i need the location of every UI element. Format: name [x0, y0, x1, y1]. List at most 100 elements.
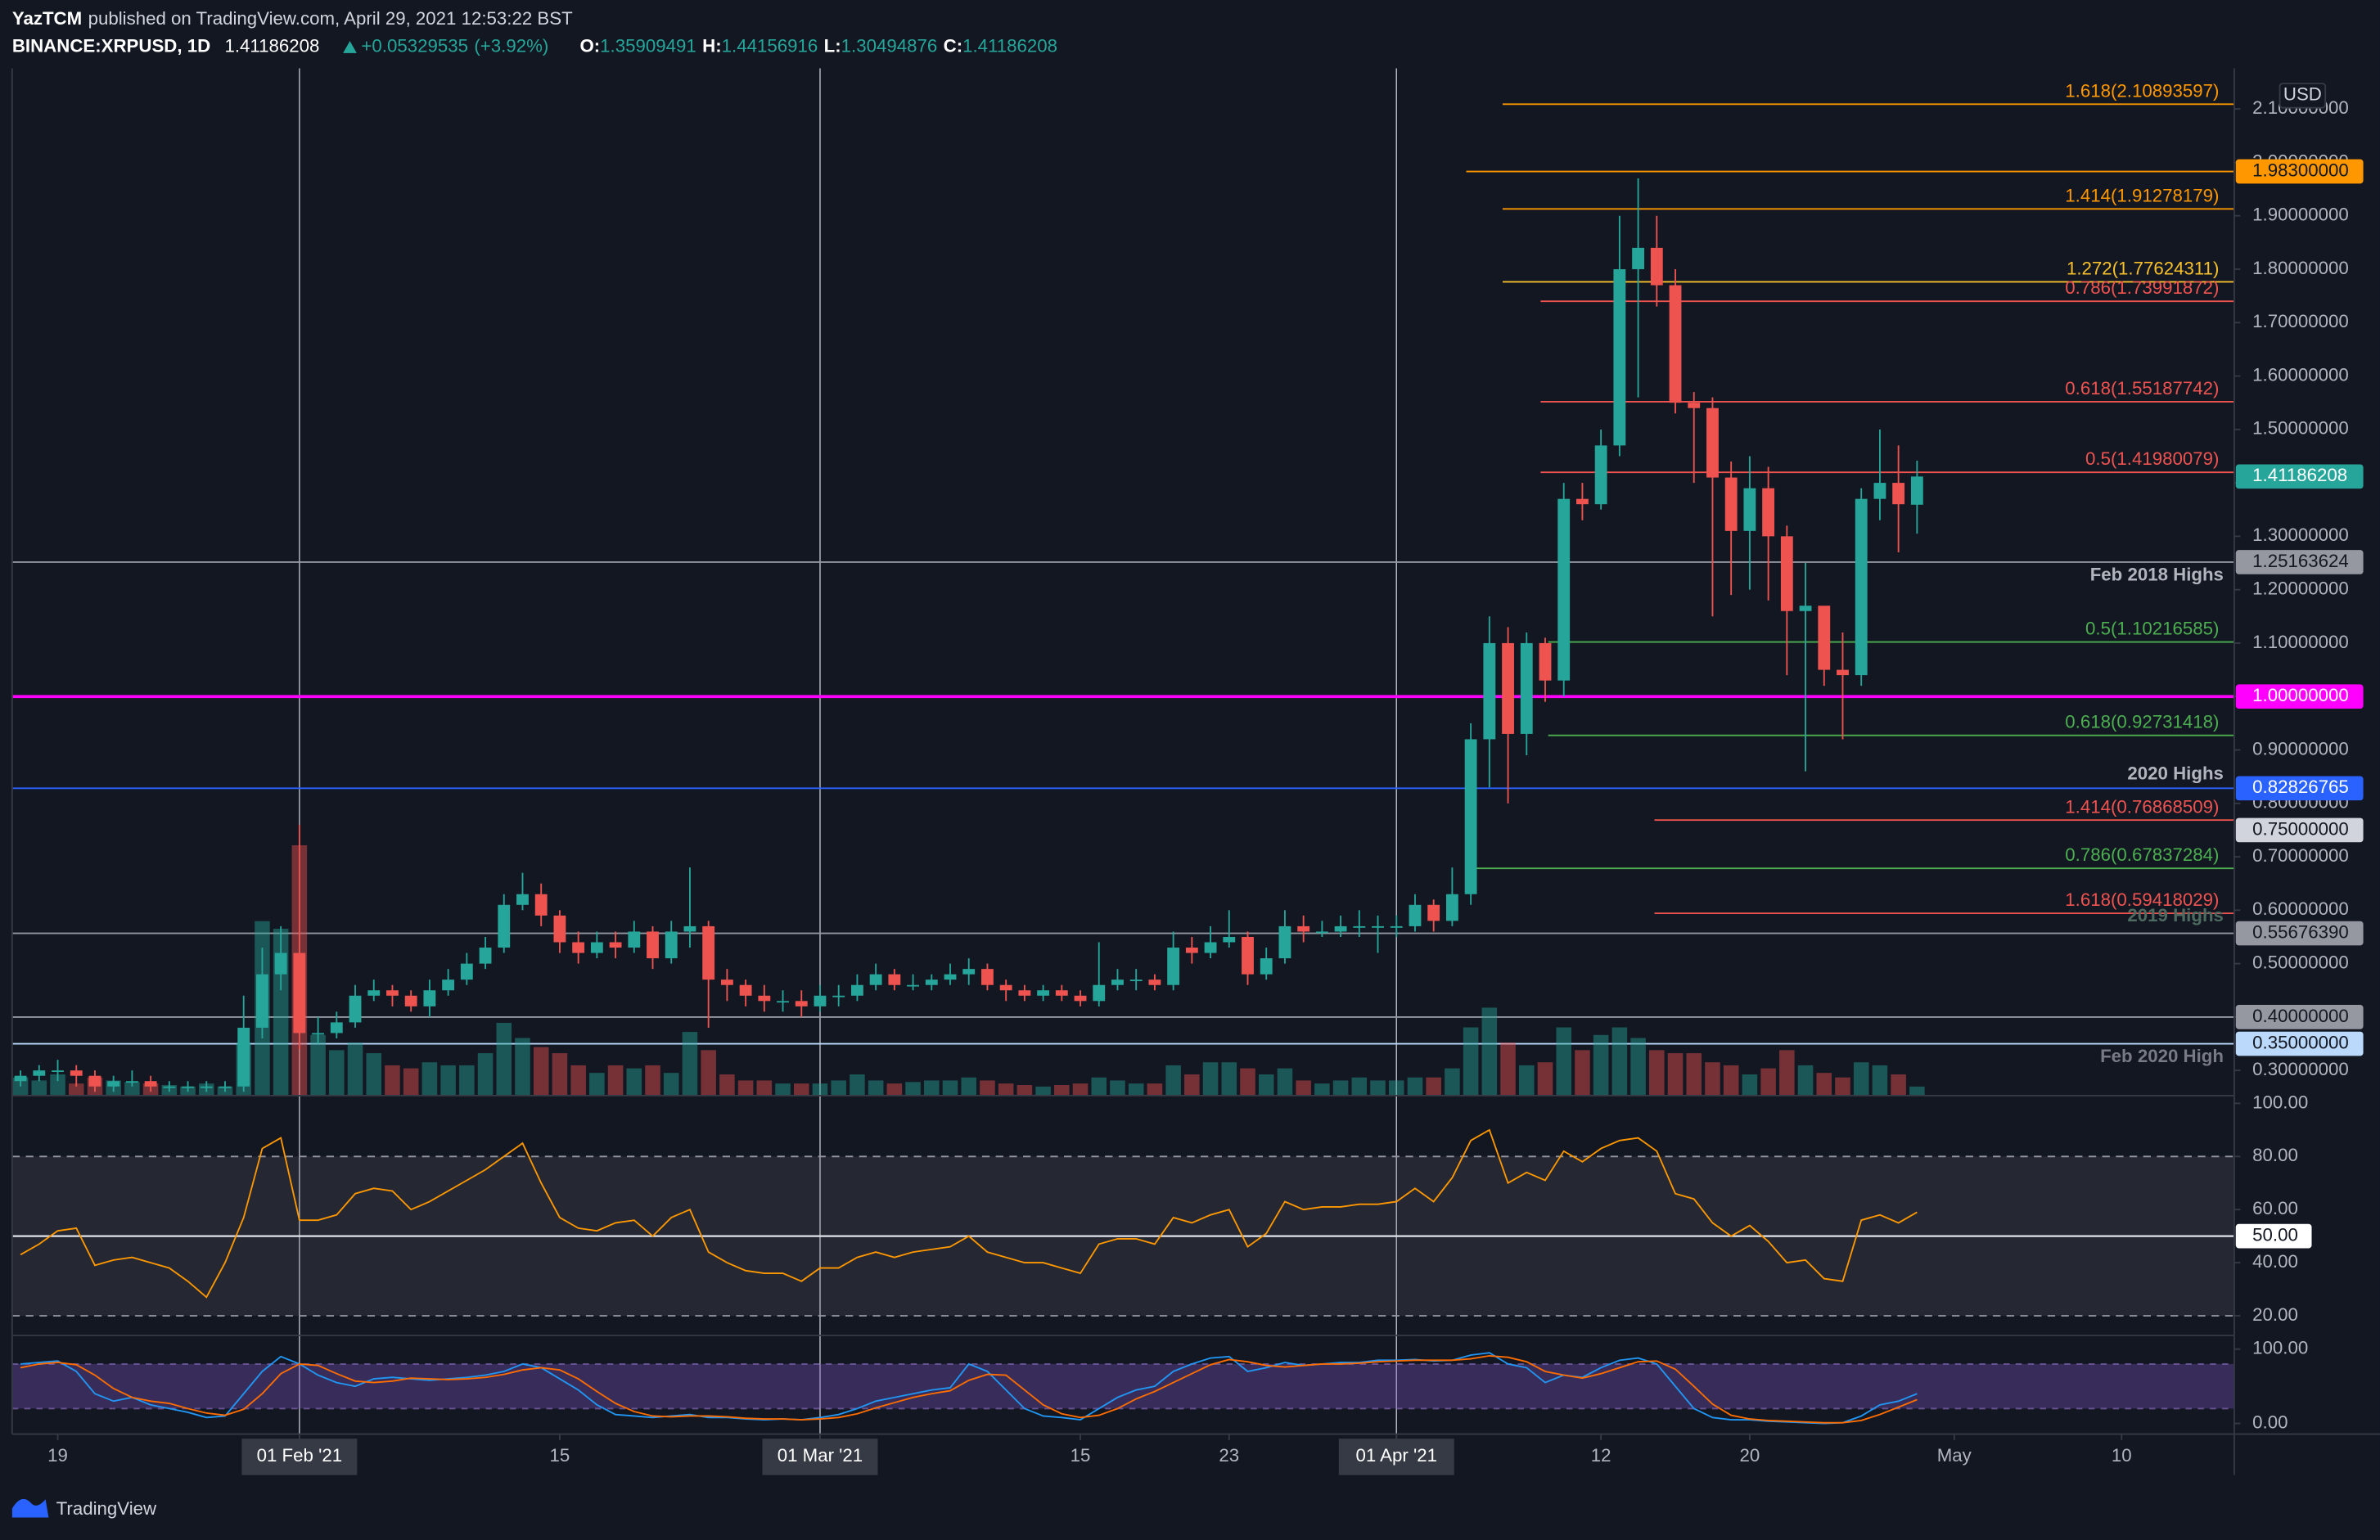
x-tick-label: 01 Feb '21 [257, 1445, 342, 1466]
y-tick-label: 1.60000000 [2252, 364, 2349, 385]
volume-bar [31, 1080, 47, 1096]
volume-bar [68, 1083, 84, 1096]
volume-bar [1797, 1065, 1814, 1096]
price-badge-label: 1.25163624 [2252, 551, 2349, 571]
y-tick-label: 1.80000000 [2252, 258, 2349, 278]
stoch-band [11, 1363, 2234, 1409]
volume-bar [905, 1082, 921, 1096]
candle-body [665, 931, 678, 959]
candle-body [1650, 247, 1663, 286]
volume-bar [793, 1083, 809, 1096]
candle-body [423, 990, 436, 1006]
candle-body [832, 995, 845, 997]
price-badge [2235, 550, 2364, 574]
volume-bar [385, 1065, 400, 1096]
y-tick-label: 1.50000000 [2252, 418, 2349, 439]
change-pct: (+3.92%) [474, 35, 548, 56]
volume-bar [607, 1065, 624, 1096]
line-caption: Feb 2020 High [2100, 1046, 2224, 1066]
volume-bar [1035, 1086, 1051, 1096]
volume-bar [12, 1077, 29, 1096]
candle-body [1576, 498, 1589, 505]
candle-body [1278, 925, 1291, 959]
candle-body [1390, 925, 1403, 928]
volume-bar [1872, 1065, 1888, 1096]
candle-body [814, 995, 827, 1006]
candle-body [219, 1086, 232, 1088]
rsi-line [20, 1128, 1918, 1299]
candle-body [1669, 285, 1682, 403]
volume-bar [515, 1038, 530, 1096]
volume-bar [1835, 1077, 1850, 1096]
candle-body [1613, 268, 1626, 446]
candle-body [720, 979, 733, 985]
volume-bar [701, 1050, 716, 1096]
line-caption: 2019 Highs [2127, 905, 2224, 925]
low-value: 1.30494876 [841, 35, 938, 56]
line-caption: 2020 Highs [2127, 763, 2224, 784]
volume-bar [421, 1062, 438, 1096]
brand: TradingView [56, 1498, 157, 1519]
y-tick-label: 0.70000000 [2252, 845, 2349, 866]
candle-body [1242, 936, 1254, 975]
close-value: 1.41186208 [962, 35, 1057, 56]
volume-bar [775, 1083, 791, 1096]
volume-bar [850, 1074, 865, 1096]
volume-bar [1891, 1074, 1906, 1096]
candle-body [125, 1081, 138, 1083]
volume-bar [124, 1082, 140, 1096]
y-tick-label: 0.90000000 [2252, 738, 2349, 759]
volume-bar [719, 1074, 735, 1096]
volume-bar [980, 1080, 995, 1096]
volume-bar [1593, 1034, 1609, 1096]
candle-body [70, 1070, 83, 1076]
change: +0.05329535 (+3.92%) [361, 35, 548, 56]
volume-bar [1147, 1083, 1163, 1096]
volume-bar [440, 1065, 456, 1096]
unit-box [2279, 83, 2327, 109]
volume-bar [1221, 1062, 1237, 1096]
volume-bar [1314, 1083, 1330, 1096]
volume-bar [1351, 1077, 1368, 1096]
candle-body [777, 1001, 789, 1003]
candle-body [1093, 984, 1106, 1002]
volume-bar [1649, 1050, 1665, 1096]
x-tick-label: 10 [2112, 1445, 2132, 1466]
candle-body [1688, 403, 1701, 408]
fib-label: 0.786(0.67837284) [2065, 844, 2219, 865]
volume-bar [1519, 1065, 1535, 1096]
x-tick-label: May [1937, 1445, 1972, 1466]
stoch-line [20, 1352, 1918, 1425]
y-tick-label: 1.20000000 [2252, 579, 2349, 599]
time-label-box [1338, 1439, 1454, 1475]
last-price: 1.41186208 [225, 35, 320, 56]
candle-body [404, 995, 417, 1006]
volume-bar [812, 1083, 828, 1096]
candle-body [1223, 936, 1236, 943]
price-badge-label: 0.82826765 [2252, 777, 2349, 797]
candle-body [1910, 476, 1923, 505]
volume-bar [1481, 1007, 1498, 1096]
candle-body [1185, 948, 1198, 953]
last-price-label: 1.41186208 [2252, 465, 2347, 485]
volume-bar [924, 1080, 940, 1096]
volume-bar [50, 1074, 65, 1096]
volume-bar [329, 1050, 345, 1096]
price-badge [2235, 1031, 2364, 1056]
overlays: 19 01 Feb '21 15 01 Mar '21 15 23 01 Apr '21 12… [47, 80, 2364, 1475]
volume-bar [942, 1080, 958, 1096]
price-badge-label: 0.35000000 [2252, 1032, 2349, 1052]
volume-bar [1705, 1062, 1720, 1096]
y-tick-label: 0.30000000 [2252, 1059, 2349, 1079]
candle-body [590, 942, 603, 953]
candle-body [1762, 488, 1775, 537]
candle-body [1074, 995, 1087, 1002]
candle-body [944, 974, 957, 980]
fib-label: 1.414(1.91278179) [2065, 185, 2219, 205]
volume-bar [1760, 1068, 1776, 1096]
candle-body [795, 1001, 808, 1006]
volume-bar [886, 1083, 903, 1096]
volume-bar [645, 1065, 660, 1096]
